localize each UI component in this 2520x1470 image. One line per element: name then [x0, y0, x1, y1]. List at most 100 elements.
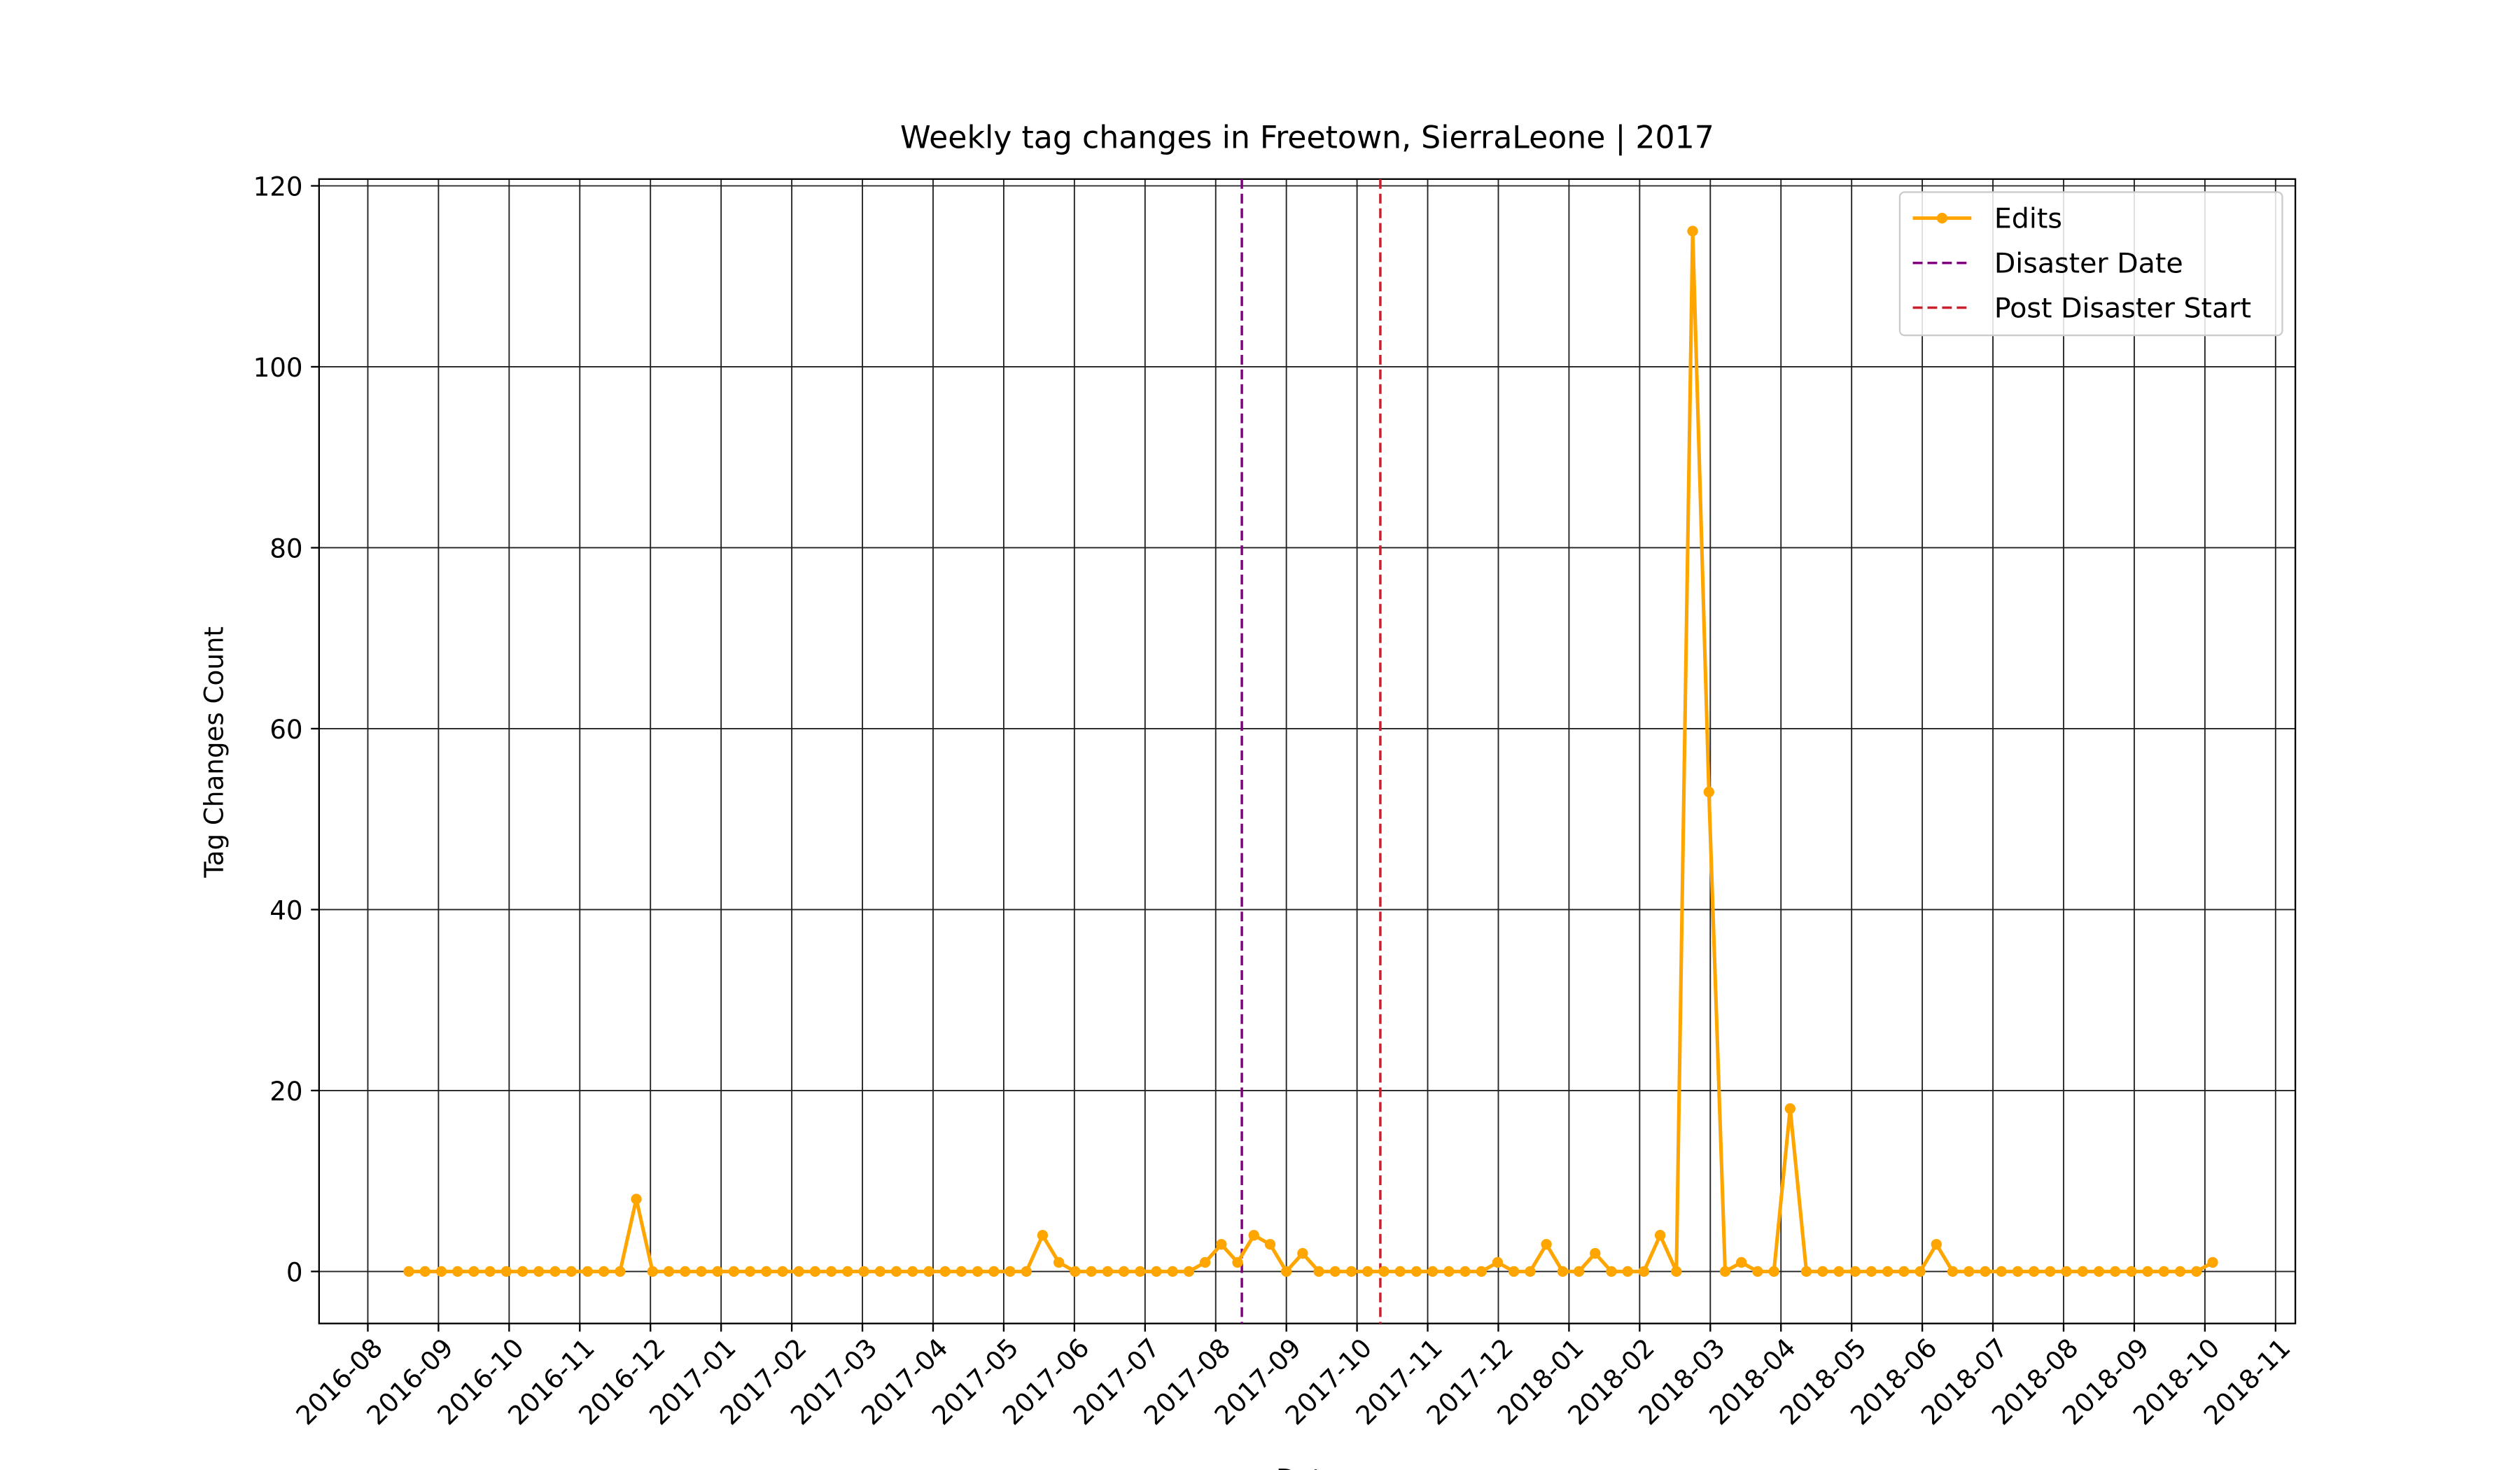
data-point [1329, 1266, 1340, 1278]
data-point [1280, 1266, 1292, 1278]
data-point [972, 1266, 983, 1278]
data-point [2174, 1266, 2186, 1278]
data-point [939, 1266, 951, 1278]
data-point [647, 1266, 658, 1278]
data-point [1800, 1266, 1812, 1278]
data-point [1378, 1266, 1390, 1278]
legend-label: Edits [1994, 203, 2062, 235]
data-point [517, 1266, 528, 1278]
data-point [1183, 1266, 1195, 1278]
data-point [988, 1266, 1000, 1278]
data-point [2126, 1266, 2137, 1278]
data-point [842, 1266, 853, 1278]
data-point [500, 1266, 512, 1278]
data-point [858, 1266, 869, 1278]
data-point [1151, 1266, 1162, 1278]
data-point [1914, 1266, 1926, 1278]
data-point [1736, 1256, 1747, 1268]
data-point [1573, 1266, 1585, 1278]
data-point [907, 1266, 918, 1278]
data-point [1118, 1266, 1130, 1278]
data-point [874, 1266, 886, 1278]
data-point [793, 1266, 804, 1278]
data-point [663, 1266, 675, 1278]
y-tick-label: 0 [286, 1256, 303, 1287]
data-point [550, 1266, 561, 1278]
data-point [451, 1266, 463, 1278]
data-point [1053, 1256, 1065, 1268]
data-point [1135, 1266, 1146, 1278]
data-point [1070, 1266, 1081, 1278]
data-point [1525, 1266, 1536, 1278]
x-axis-label: Date [1276, 1464, 1338, 1470]
data-point [1752, 1266, 1763, 1278]
data-point [1849, 1266, 1861, 1278]
data-point [680, 1266, 691, 1278]
data-point [1037, 1230, 1049, 1241]
data-point [1703, 786, 1714, 798]
data-point [744, 1266, 756, 1278]
data-point [1394, 1266, 1406, 1278]
data-point [1898, 1266, 1910, 1278]
data-point [1638, 1266, 1650, 1278]
data-point [1313, 1266, 1324, 1278]
y-tick-label: 40 [270, 895, 302, 925]
data-point [1102, 1266, 1113, 1278]
data-point [1719, 1266, 1731, 1278]
data-point [582, 1266, 594, 1278]
data-point [403, 1266, 414, 1278]
data-point [1199, 1256, 1211, 1268]
data-point [484, 1266, 496, 1278]
data-point [1980, 1266, 1991, 1278]
data-point [1021, 1266, 1032, 1278]
data-point [2207, 1256, 2218, 1268]
data-point [1606, 1266, 1617, 1278]
plot-frame [318, 178, 2297, 1324]
data-point [728, 1266, 739, 1278]
data-point [615, 1266, 626, 1278]
data-point [1768, 1266, 1779, 1278]
data-point [1476, 1266, 1487, 1278]
data-point [2110, 1266, 2121, 1278]
data-point [1508, 1266, 1520, 1278]
data-point [1784, 1103, 1796, 1114]
data-point [1410, 1266, 1422, 1278]
data-point [2093, 1266, 2105, 1278]
y-axis-label: Tag Changes Count [199, 626, 230, 878]
data-point [890, 1266, 902, 1278]
data-point [1264, 1238, 1276, 1250]
data-point [1687, 225, 1698, 237]
data-point [2028, 1266, 2040, 1278]
data-point [1167, 1266, 1178, 1278]
data-point [419, 1266, 430, 1278]
data-point [1345, 1266, 1357, 1278]
data-point [809, 1266, 821, 1278]
data-point [1963, 1266, 1975, 1278]
data-point [825, 1266, 837, 1278]
chart-title: Weekly tag changes in Freetown, SierraLe… [900, 120, 1714, 156]
data-point [1590, 1247, 1601, 1259]
data-point [2191, 1266, 2202, 1278]
data-point [1947, 1266, 1959, 1278]
series-line [409, 231, 2214, 1275]
data-point [1086, 1266, 1097, 1278]
data-point [1362, 1266, 1373, 1278]
legend: Edits Disaster Date Post Disaster Start [1898, 191, 2283, 337]
data-point [1817, 1266, 1828, 1278]
data-point [1427, 1266, 1438, 1278]
legend-marker [1936, 212, 1948, 224]
data-point [923, 1266, 934, 1278]
data-point [1833, 1266, 1844, 1278]
y-tick-label: 100 [253, 352, 303, 383]
y-tick-label: 60 [270, 714, 302, 745]
data-point [435, 1266, 447, 1278]
data-point [1443, 1266, 1455, 1278]
data-point [533, 1266, 545, 1278]
data-point [1541, 1238, 1552, 1250]
data-point [2045, 1266, 2056, 1278]
legend-box [1898, 191, 2283, 337]
data-point [1492, 1256, 1504, 1268]
data-point [1931, 1238, 1942, 1250]
data-point [598, 1266, 610, 1278]
